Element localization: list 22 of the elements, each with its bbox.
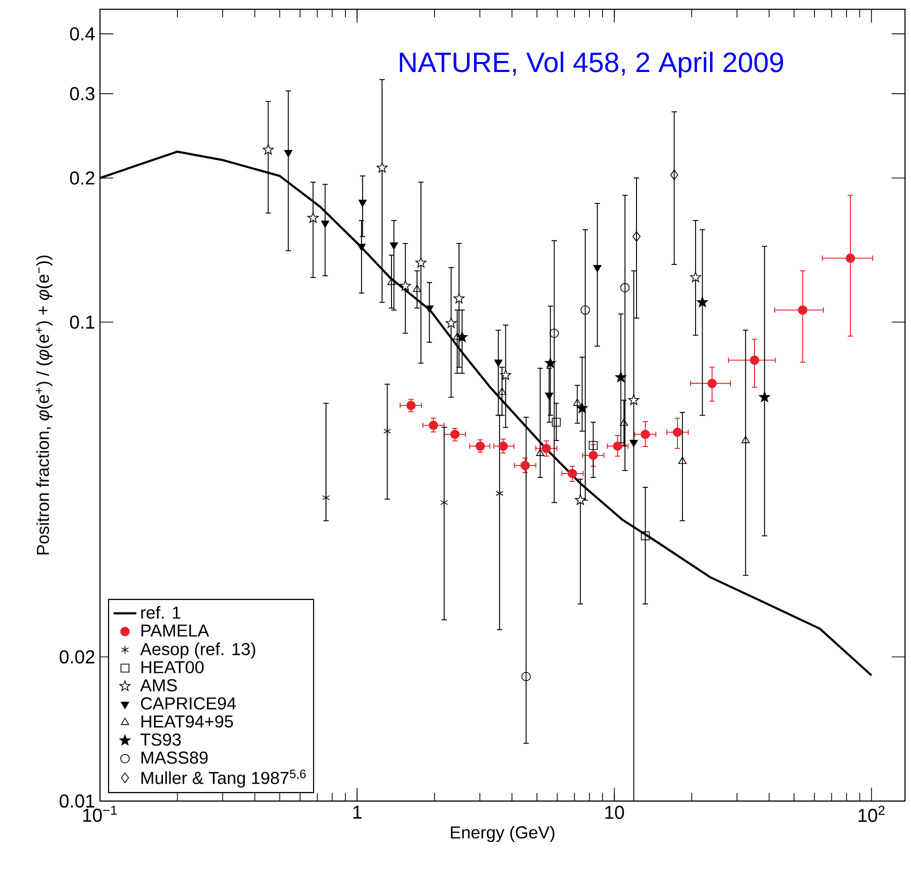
- annotation: NATURE, Vol 458, 2 April 2009: [400, 52, 784, 78]
- legend-label: Muller & Tang 1987$^{5,6}$: [142, 770, 306, 788]
- x-axis-title: Energy (GeV): [450, 826, 554, 842]
- y-tick-label: 0.1: [70, 315, 94, 329]
- y-tick-label: 0.02: [60, 650, 94, 664]
- y-tick-label: 0.4: [70, 27, 95, 40]
- y-tick-label: 0.3: [70, 86, 94, 100]
- legend-label: ref. 1: [141, 606, 180, 619]
- legend-label: AMS: [140, 679, 177, 692]
- legend-label: HEAT00: [142, 660, 204, 674]
- legend-label: TS93: [140, 733, 181, 746]
- text: Positron fraction, φ(e$^{+}$) / (φ(e$^{+}$) + φ(e$^{−}$)): [36, 255, 52, 554]
- x-tick-label: 10$^{2}$: [858, 806, 884, 822]
- legend-label: Aesop (ref. 13): [140, 642, 256, 659]
- legend-label: MASS89: [142, 751, 208, 764]
- y-tick-label: 0.2: [70, 171, 94, 184]
- legend-label: PAMELA: [142, 624, 210, 636]
- x-tick-label: 1: [353, 806, 362, 818]
- legend-label: CAPRICE94: [140, 697, 236, 710]
- x-tick-label: 10: [605, 806, 624, 819]
- y-tick-label: 0.01: [60, 794, 94, 808]
- legend-label: HEAT94+95: [142, 715, 233, 728]
